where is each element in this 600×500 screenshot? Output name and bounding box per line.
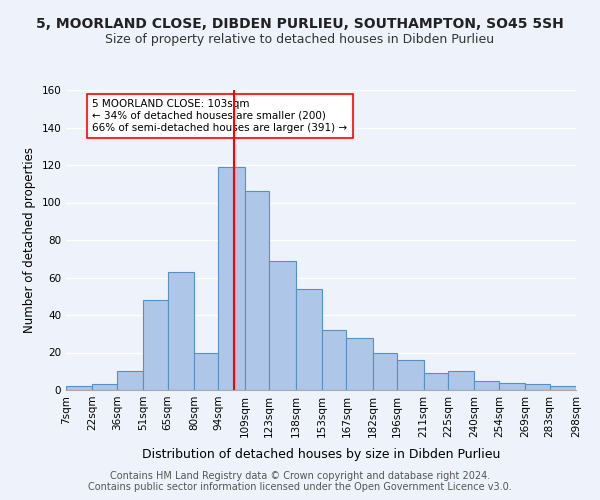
Bar <box>269 260 296 390</box>
Bar <box>397 360 424 390</box>
Bar <box>143 300 167 390</box>
Bar <box>117 371 143 390</box>
Bar <box>525 384 550 390</box>
Bar <box>475 380 499 390</box>
Bar <box>550 386 576 390</box>
Bar <box>424 373 448 390</box>
X-axis label: Distribution of detached houses by size in Dibden Purlieu: Distribution of detached houses by size … <box>142 448 500 461</box>
Bar <box>167 272 194 390</box>
Bar <box>296 289 322 390</box>
Bar <box>245 191 269 390</box>
Bar <box>448 371 475 390</box>
Text: Contains HM Land Registry data © Crown copyright and database right 2024.
Contai: Contains HM Land Registry data © Crown c… <box>88 471 512 492</box>
Text: 5, MOORLAND CLOSE, DIBDEN PURLIEU, SOUTHAMPTON, SO45 5SH: 5, MOORLAND CLOSE, DIBDEN PURLIEU, SOUTH… <box>36 18 564 32</box>
Bar <box>194 352 218 390</box>
Y-axis label: Number of detached properties: Number of detached properties <box>23 147 36 333</box>
Bar <box>322 330 346 390</box>
Bar <box>373 352 397 390</box>
Text: 5 MOORLAND CLOSE: 103sqm
← 34% of detached houses are smaller (200)
66% of semi-: 5 MOORLAND CLOSE: 103sqm ← 34% of detach… <box>92 100 347 132</box>
Bar <box>218 167 245 390</box>
Bar <box>66 386 92 390</box>
Text: Size of property relative to detached houses in Dibden Purlieu: Size of property relative to detached ho… <box>106 32 494 46</box>
Bar <box>92 384 117 390</box>
Bar <box>499 382 525 390</box>
Bar <box>346 338 373 390</box>
